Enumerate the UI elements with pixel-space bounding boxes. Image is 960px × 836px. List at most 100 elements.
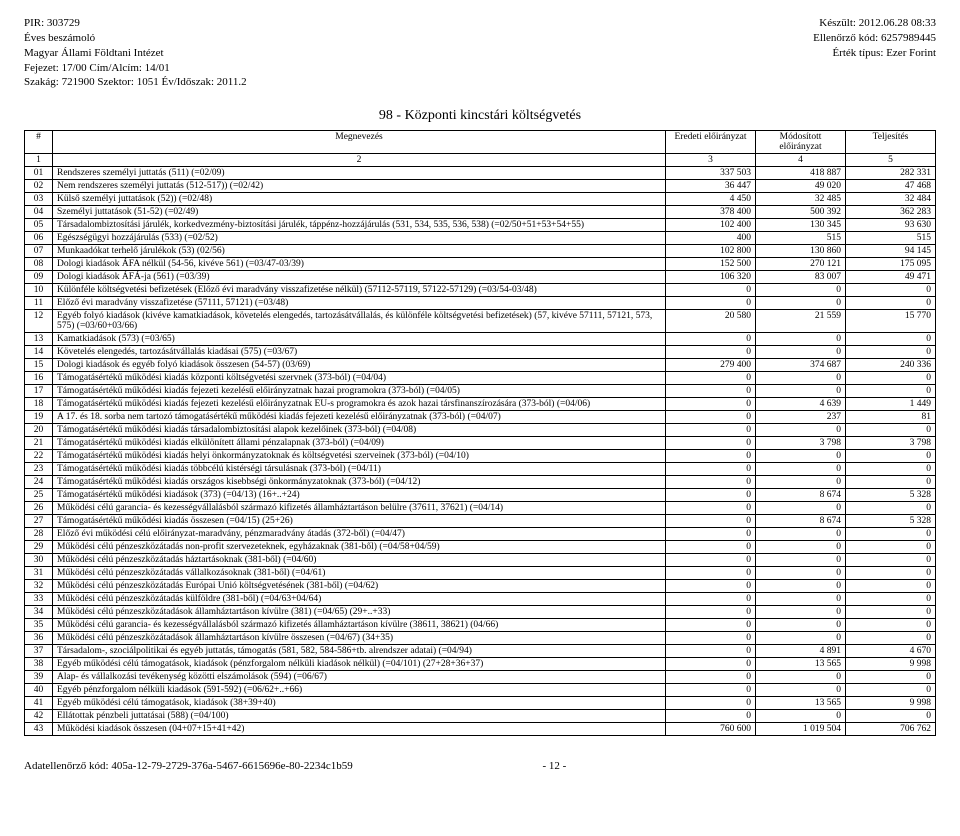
row-name: Egészségügyi hozzájárulás (533) (=02/52) [53,232,666,245]
row-original: 102 800 [666,245,756,258]
row-name: Külső személyi juttatások (52)) (=02/48) [53,193,666,206]
row-actual: 0 [846,554,936,567]
header-right: Készült: 2012.06.28 08:33 Ellenőrző kód:… [813,16,936,90]
table-row: 16Támogatásértékű működési kiadás közpon… [25,372,936,385]
row-actual: 0 [846,593,936,606]
table-row: 21Támogatásértékű működési kiadás elkülö… [25,437,936,450]
row-number: 27 [25,515,53,528]
row-original: 0 [666,297,756,310]
row-actual: 49 471 [846,271,936,284]
row-number: 11 [25,297,53,310]
row-modified: 32 485 [756,193,846,206]
row-name: Egyéb pénzforgalom nélküli kiadások (591… [53,684,666,697]
table-row: 33Működési célú pénzeszközátadás külföld… [25,593,936,606]
row-modified: 374 687 [756,359,846,372]
row-actual: 0 [846,385,936,398]
row-actual: 0 [846,580,936,593]
table-row: 15Dologi kiadások és egyéb folyó kiadáso… [25,359,936,372]
row-number: 08 [25,258,53,271]
row-actual: 0 [846,346,936,359]
row-actual: 0 [846,297,936,310]
row-number: 36 [25,632,53,645]
row-actual: 4 670 [846,645,936,658]
row-modified: 0 [756,284,846,297]
row-modified: 0 [756,372,846,385]
row-original: 0 [666,619,756,632]
table-row: 12Egyéb folyó kiadások (kivéve kamatkiad… [25,310,936,333]
table-row: 19A 17. és 18. sorba nem tartozó támogat… [25,411,936,424]
row-original: 0 [666,463,756,476]
row-actual: 362 283 [846,206,936,219]
row-name: Előző évi működési célú előirányzat-mara… [53,528,666,541]
row-actual: 47 468 [846,180,936,193]
col-header-num: # [25,131,53,154]
row-number: 31 [25,567,53,580]
table-row: 43Működési kiadások összesen (04+07+15+4… [25,723,936,736]
row-modified: 0 [756,424,846,437]
row-modified: 0 [756,606,846,619]
row-number: 23 [25,463,53,476]
row-actual: 515 [846,232,936,245]
row-modified: 0 [756,450,846,463]
row-original: 102 400 [666,219,756,232]
row-name: Egyéb működési célú támogatások, kiadáso… [53,697,666,710]
row-modified: 21 559 [756,310,846,333]
row-actual: 0 [846,284,936,297]
row-name: Egyéb működési célú támogatások, kiadáso… [53,658,666,671]
table-row: 41Egyéb működési célú támogatások, kiadá… [25,697,936,710]
table-row: 28Előző évi működési célú előirányzat-ma… [25,528,936,541]
row-actual: 9 998 [846,697,936,710]
row-original: 0 [666,632,756,645]
row-modified: 418 887 [756,167,846,180]
row-modified: 0 [756,567,846,580]
table-row: 30Működési célú pénzeszközátadás háztart… [25,554,936,567]
header-left-line: Éves beszámoló [24,31,247,46]
row-original: 0 [666,580,756,593]
row-actual: 9 998 [846,658,936,671]
row-modified: 0 [756,554,846,567]
budget-table: # Megnevezés Eredeti előirányzat Módosít… [24,130,936,736]
row-original: 0 [666,333,756,346]
row-actual: 175 095 [846,258,936,271]
table-row: 05Társadalombiztosítási járulék, korkedv… [25,219,936,232]
row-number: 22 [25,450,53,463]
table-row: 04Személyi juttatások (51-52) (=02/49)37… [25,206,936,219]
table-row: 20Támogatásértékű működési kiadás társad… [25,424,936,437]
table-row: 31Működési célú pénzeszközátadás vállalk… [25,567,936,580]
header-left: PIR: 303729 Éves beszámoló Magyar Állami… [24,16,247,90]
row-number: 16 [25,372,53,385]
table-row: 40Egyéb pénzforgalom nélküli kiadások (5… [25,684,936,697]
row-name: Kamatkiadások (573) (=03/65) [53,333,666,346]
col-header-actual: Teljesítés [846,131,936,154]
row-actual: 94 145 [846,245,936,258]
table-row: 11Előző évi maradvány visszafizetése (57… [25,297,936,310]
row-number: 38 [25,658,53,671]
row-actual: 240 336 [846,359,936,372]
header-left-line: Szakág: 721900 Szektor: 1051 Év/Időszak:… [24,75,247,90]
row-actual: 0 [846,476,936,489]
row-actual: 0 [846,567,936,580]
row-original: 337 503 [666,167,756,180]
row-original: 0 [666,450,756,463]
table-row: 25Támogatásértékű működési kiadások (373… [25,489,936,502]
row-number: 43 [25,723,53,736]
header-left-line: PIR: 303729 [24,16,247,31]
row-original: 0 [666,710,756,723]
row-name: Társadalombiztosítási járulék, korkedvez… [53,219,666,232]
row-number: 42 [25,710,53,723]
row-actual: 32 484 [846,193,936,206]
row-original: 36 447 [666,180,756,193]
row-number: 41 [25,697,53,710]
row-name: Működési célú pénzeszközátadás háztartás… [53,554,666,567]
row-number: 35 [25,619,53,632]
table-row: 26Működési célú garancia- és kezességvál… [25,502,936,515]
row-modified: 4 639 [756,398,846,411]
row-modified: 8 674 [756,489,846,502]
row-original: 0 [666,437,756,450]
row-number: 07 [25,245,53,258]
table-row: 37Társadalom-, szociálpolitikai és egyéb… [25,645,936,658]
row-actual: 0 [846,372,936,385]
row-name: Működési célú garancia- és kezességválla… [53,619,666,632]
row-modified: 0 [756,710,846,723]
row-modified: 4 891 [756,645,846,658]
